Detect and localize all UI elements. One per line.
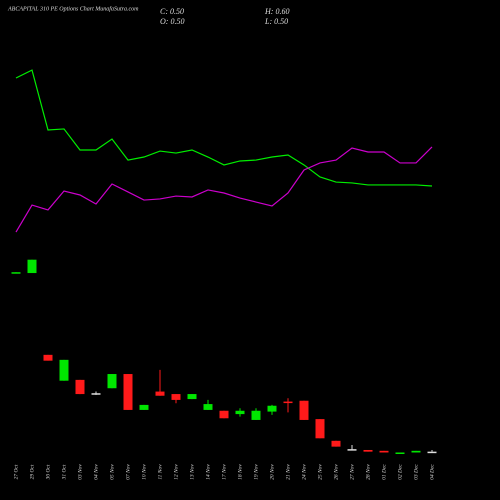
candle-body	[363, 449, 373, 452]
candle-body	[251, 410, 261, 420]
candle-body	[91, 393, 101, 395]
close-text: C: 0.50	[160, 7, 184, 16]
candle-body	[139, 404, 149, 410]
candle-body	[203, 404, 213, 410]
x-tick-label: 26 Nov	[333, 464, 339, 480]
high-text: H: 0.60	[264, 7, 289, 16]
x-tick-label: 18 Nov	[237, 464, 243, 480]
x-tick-label: 03 Nov	[77, 464, 83, 480]
x-tick-label: 11 Nov	[157, 464, 163, 480]
candle-body	[315, 419, 325, 439]
x-tick-label: 05 Nov	[109, 464, 115, 480]
candle-body	[379, 450, 389, 453]
candle-body	[411, 450, 421, 453]
candle-body	[27, 259, 37, 274]
x-tick-label: 04 Dec	[428, 464, 435, 480]
x-tick-label: 19 Nov	[253, 464, 259, 480]
candle-body	[347, 449, 357, 451]
x-tick-label: 29 Oct	[29, 464, 35, 479]
candle-body	[59, 359, 69, 381]
x-tick-label: 12 Nov	[173, 464, 179, 480]
candle-body	[171, 394, 181, 400]
candle-body	[43, 354, 53, 361]
candle-body	[107, 374, 117, 389]
candle-body	[75, 379, 85, 395]
candle-body	[155, 391, 165, 396]
x-tick-label: 24 Nov	[300, 464, 307, 480]
candle-body	[11, 272, 21, 274]
x-tick-label: 13 Nov	[189, 464, 195, 480]
chart-title: ABCAPITAL 310 PE Options Chart MunafaSut…	[7, 5, 139, 12]
candle-body	[235, 410, 245, 415]
x-tick-label: 28 Nov	[365, 464, 371, 480]
x-tick-label: 14 Nov	[204, 464, 211, 480]
x-tick-label: 25 Nov	[317, 464, 323, 480]
candle-body	[219, 410, 229, 419]
candle-body	[331, 440, 341, 447]
candle-body	[187, 394, 197, 400]
candle-body	[123, 374, 133, 410]
open-text: O: 0.50	[160, 17, 184, 26]
indicator-line	[15, 69, 433, 187]
x-tick-label: 04 Nov	[92, 464, 99, 480]
indicator-line	[15, 146, 433, 233]
candle-body	[267, 405, 277, 412]
x-tick-label: 27 Nov	[349, 464, 355, 480]
low-text: L: 0.50	[264, 17, 288, 26]
candle-body	[395, 452, 405, 454]
x-tick-label: 02 Dec	[397, 464, 403, 480]
x-tick-label: 07 Nov	[125, 464, 131, 480]
x-tick-label: 17 Nov	[221, 464, 227, 480]
x-tick-label: 27 Oct	[13, 464, 19, 479]
candle-body	[299, 400, 309, 420]
candle-body	[427, 451, 437, 454]
x-tick-label: 30 Oct	[45, 464, 51, 480]
x-tick-label: 31 Oct	[61, 464, 67, 480]
x-tick-label: 01 Dec	[381, 464, 387, 480]
candle-body	[283, 401, 293, 404]
x-tick-label: 03 Dec	[413, 464, 419, 480]
x-tick-label: 10 Nov	[141, 464, 147, 480]
x-tick-label: 20 Nov	[269, 464, 275, 480]
x-tick-label: 21 Nov	[285, 464, 291, 480]
